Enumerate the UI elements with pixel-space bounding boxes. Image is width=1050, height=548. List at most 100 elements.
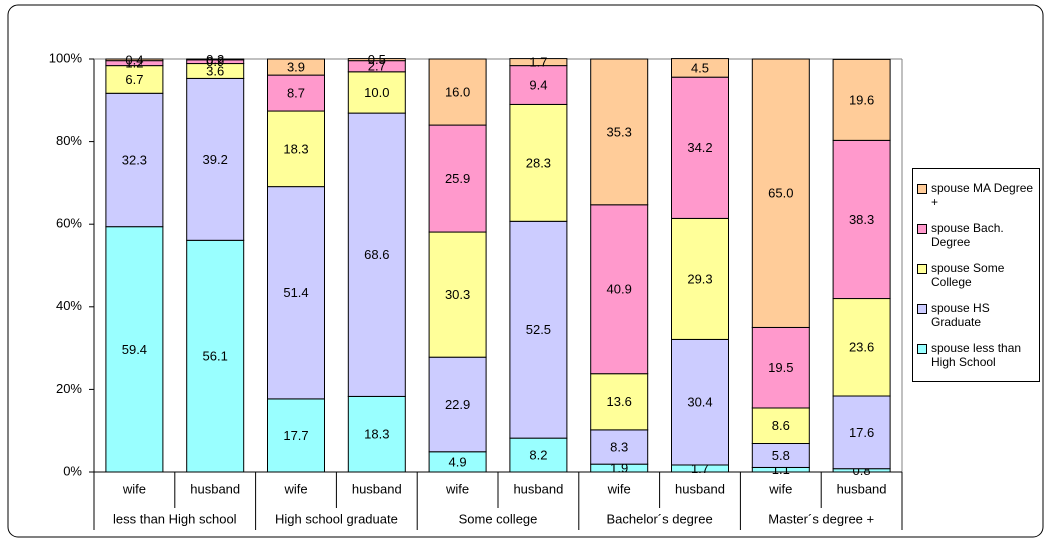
y-tick-label: 100% bbox=[49, 50, 83, 65]
data-label: 17.7 bbox=[283, 428, 308, 443]
data-label: 35.3 bbox=[607, 124, 632, 139]
data-label: 8.2 bbox=[529, 448, 547, 463]
legend-swatch bbox=[917, 304, 927, 314]
data-label: 8.6 bbox=[772, 418, 790, 433]
x-tick-label: wife bbox=[283, 481, 307, 496]
bar-segment bbox=[347, 71, 406, 114]
data-label: 4.9 bbox=[449, 454, 467, 469]
data-label: 30.3 bbox=[445, 287, 470, 302]
legend-label: spouse less than High School bbox=[931, 341, 1022, 369]
data-label: 5.8 bbox=[772, 448, 790, 463]
x-tick-label: wife bbox=[768, 481, 792, 496]
bar-segment bbox=[428, 58, 487, 126]
legend-swatch bbox=[917, 264, 927, 274]
bar-segment bbox=[832, 395, 891, 470]
data-label: 56.1 bbox=[203, 349, 228, 364]
data-label: 16.0 bbox=[445, 84, 470, 99]
data-label: 30.4 bbox=[687, 395, 712, 410]
data-label: 38.3 bbox=[849, 212, 874, 227]
data-label: 68.6 bbox=[364, 247, 389, 262]
bar-segment bbox=[186, 58, 245, 61]
x-tick-label: husband bbox=[190, 481, 240, 496]
data-label: 13.6 bbox=[607, 394, 632, 409]
bar-segment bbox=[590, 373, 649, 431]
bar-segment bbox=[267, 58, 325, 76]
data-label: 19.5 bbox=[768, 360, 793, 375]
data-label: 0.4 bbox=[125, 52, 143, 67]
legend-swatch bbox=[917, 344, 927, 354]
bar-segment bbox=[509, 58, 568, 67]
y-tick-label: 20% bbox=[56, 381, 82, 396]
x-tick-label: husband bbox=[675, 481, 725, 496]
data-label: 17.6 bbox=[849, 425, 874, 440]
data-label: 34.2 bbox=[687, 140, 712, 155]
data-label: 29.3 bbox=[687, 271, 712, 286]
bar-segment bbox=[347, 58, 406, 62]
bar-segment bbox=[509, 220, 568, 439]
group-label: Master´s degree + bbox=[768, 511, 874, 526]
data-label: 32.3 bbox=[122, 152, 147, 167]
legend-label: spouse HS Graduate bbox=[931, 301, 990, 329]
legend-swatch bbox=[917, 224, 927, 234]
legend-item: spouse HS Graduate bbox=[917, 301, 1035, 329]
legend-label: spouse Some College bbox=[931, 261, 1005, 289]
data-label: 10.0 bbox=[364, 85, 389, 100]
data-label: 0.9 bbox=[206, 54, 224, 69]
data-label: 8.3 bbox=[610, 439, 628, 454]
legend-label: spouse MA Degree + bbox=[931, 181, 1034, 209]
legend-item: spouse Bach. Degree bbox=[917, 221, 1035, 249]
data-label: 19.6 bbox=[849, 92, 874, 107]
bar-segment bbox=[186, 239, 245, 473]
bar-segment bbox=[590, 204, 649, 375]
y-tick-label: 80% bbox=[56, 133, 82, 148]
data-label: 3.9 bbox=[287, 59, 305, 74]
data-label: 9.4 bbox=[529, 77, 547, 92]
data-label: 3.6 bbox=[206, 63, 224, 78]
bar-segment bbox=[186, 77, 245, 241]
data-label: 25.9 bbox=[445, 171, 470, 186]
data-label: 2.7 bbox=[368, 59, 386, 74]
data-label: 22.9 bbox=[445, 397, 470, 412]
bar-segment bbox=[751, 407, 810, 445]
legend: spouse MA Degree + spouse Bach. Degree spo… bbox=[912, 168, 1040, 382]
bar-segment bbox=[671, 217, 729, 340]
data-label: 4.5 bbox=[691, 60, 709, 75]
bar-segment bbox=[590, 429, 649, 465]
group-label: High school graduate bbox=[275, 511, 398, 526]
data-label: 6.7 bbox=[125, 72, 143, 87]
group-label: Some college bbox=[459, 511, 538, 526]
legend-item: spouse less than High School bbox=[917, 341, 1035, 369]
data-label: 39.2 bbox=[203, 152, 228, 167]
data-label: 23.6 bbox=[849, 340, 874, 355]
legend-item: spouse Some College bbox=[917, 261, 1035, 289]
bar-segment bbox=[832, 58, 891, 141]
bar-segment bbox=[832, 139, 891, 300]
x-tick-label: husband bbox=[513, 481, 563, 496]
group-label: Bachelor´s degree bbox=[606, 511, 712, 526]
bar-segment bbox=[267, 110, 325, 188]
x-tick-label: wife bbox=[607, 481, 631, 496]
bar-segment bbox=[267, 398, 325, 473]
group-label: less than High school bbox=[113, 511, 237, 526]
data-label: 52.5 bbox=[526, 322, 551, 337]
x-tick-label: husband bbox=[837, 481, 887, 496]
bar-segment bbox=[428, 124, 487, 233]
bar-segment bbox=[671, 58, 729, 78]
bar-segment bbox=[671, 76, 729, 219]
data-label: 18.3 bbox=[283, 141, 308, 156]
data-label: 0.2 bbox=[206, 52, 224, 67]
bar-segment bbox=[267, 74, 325, 112]
x-tick-label: wife bbox=[445, 481, 469, 496]
data-label: 40.9 bbox=[607, 282, 632, 297]
bar-segment bbox=[105, 226, 164, 473]
legend-label: spouse Bach. Degree bbox=[931, 221, 1004, 249]
data-label: 0.5 bbox=[368, 52, 386, 67]
data-label: 65.0 bbox=[768, 186, 793, 201]
data-label: 1.7 bbox=[529, 55, 547, 70]
bar-segment bbox=[428, 231, 487, 358]
bar-segment bbox=[105, 58, 164, 62]
data-label: 18.3 bbox=[364, 427, 389, 442]
bar-segment bbox=[832, 298, 891, 397]
bar-segment bbox=[267, 186, 325, 400]
